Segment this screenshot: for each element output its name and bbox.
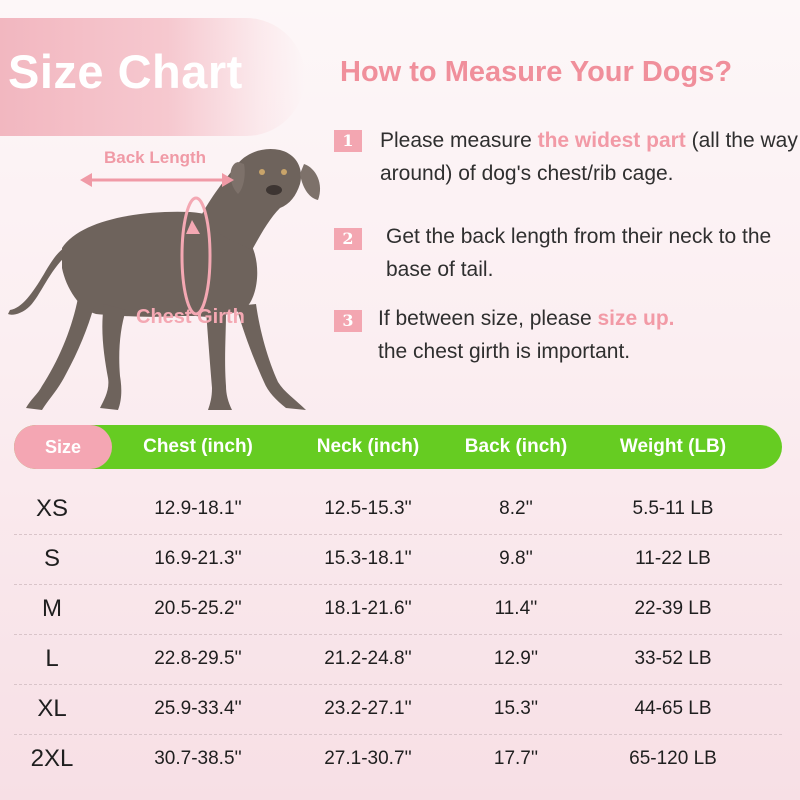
size-cell: S <box>43 545 60 572</box>
back-length-label: Back Length <box>104 148 207 167</box>
chest-cell: 25.9-33.4'' <box>154 698 242 719</box>
size-table-header: Size Chest (inch) Neck (inch) Back (inch… <box>14 425 782 469</box>
chest-cell: 30.7-38.5'' <box>154 748 242 769</box>
size-cell: M <box>42 595 62 622</box>
back-cell: 9.8'' <box>499 548 533 569</box>
title-banner <box>0 18 305 136</box>
header-neck: Neck (inch) <box>316 436 420 457</box>
table-row: M 20.5-25.2'' 18.1-21.6'' 11.4'' 22-39 L… <box>14 584 782 635</box>
size-cell: L <box>45 645 59 672</box>
weight-cell: 33-52 LB <box>634 648 712 669</box>
measure-headline: How to Measure Your Dogs? <box>340 56 733 88</box>
weight-cell: 5.5-11 LB <box>632 498 714 519</box>
table-row: S 16.9-21.3'' 15.3-18.1'' 9.8'' 11-22 LB <box>14 534 782 585</box>
neck-cell: 21.2-24.8'' <box>324 648 412 669</box>
back-cell: 17.7'' <box>493 748 539 769</box>
step-number-badge: 3 <box>334 310 362 332</box>
header-back: Back (inch) <box>464 436 568 457</box>
back-cell: 11.4'' <box>494 598 538 619</box>
step-text: If between size, please size up. the che… <box>378 307 675 363</box>
weight-cell: 44-65 LB <box>634 698 712 719</box>
weight-cell: 11-22 LB <box>635 548 711 569</box>
weight-cell: 65-120 LB <box>629 748 717 769</box>
step-text: Please measure the widest part (all the … <box>380 129 798 185</box>
chest-cell: 22.8-29.5'' <box>154 648 242 669</box>
size-cell: XS <box>35 495 68 522</box>
table-row: XL 25.9-33.4'' 23.2-27.1'' 15.3'' 44-65 … <box>14 684 782 735</box>
neck-cell: 18.1-21.6'' <box>324 598 412 619</box>
back-cell: 12.9'' <box>493 648 539 669</box>
chest-girth-label: Chest Girth <box>136 306 245 328</box>
step-number-badge: 2 <box>334 228 362 250</box>
size-cell: XL <box>37 695 67 722</box>
header-weight: Weight (LB) <box>619 436 727 457</box>
highlight-text: the widest part <box>537 129 686 152</box>
highlight-text: size up. <box>597 307 675 330</box>
chest-cell: 16.9-21.3'' <box>154 548 242 569</box>
neck-cell: 12.5-15.3'' <box>324 498 412 519</box>
chest-cell: 20.5-25.2'' <box>154 598 242 619</box>
table-row: L 22.8-29.5'' 21.2-24.8'' 12.9'' 33-52 L… <box>14 634 782 685</box>
chest-cell: 12.9-18.1'' <box>154 498 242 519</box>
back-cell: 15.3'' <box>493 698 539 719</box>
table-row: XS 12.9-18.1'' 12.5-15.3'' 8.2'' 5.5-11 … <box>14 484 782 535</box>
table-row: 2XL 30.7-38.5'' 27.1-30.7'' 17.7'' 65-12… <box>14 734 782 784</box>
header-size: Size <box>14 425 112 469</box>
step-number-badge: 1 <box>334 130 362 152</box>
back-cell: 8.2'' <box>499 498 533 519</box>
dog-illustration <box>8 148 321 410</box>
header-chest: Chest (inch) <box>143 436 253 457</box>
neck-cell: 23.2-27.1'' <box>324 698 412 719</box>
page-title: Size Chart <box>8 45 243 98</box>
neck-cell: 15.3-18.1'' <box>324 548 412 569</box>
neck-cell: 27.1-30.7'' <box>324 748 412 769</box>
weight-cell: 22-39 LB <box>634 598 712 619</box>
size-cell: 2XL <box>30 745 74 772</box>
step-text: Get the back length from their neck to t… <box>386 225 772 281</box>
